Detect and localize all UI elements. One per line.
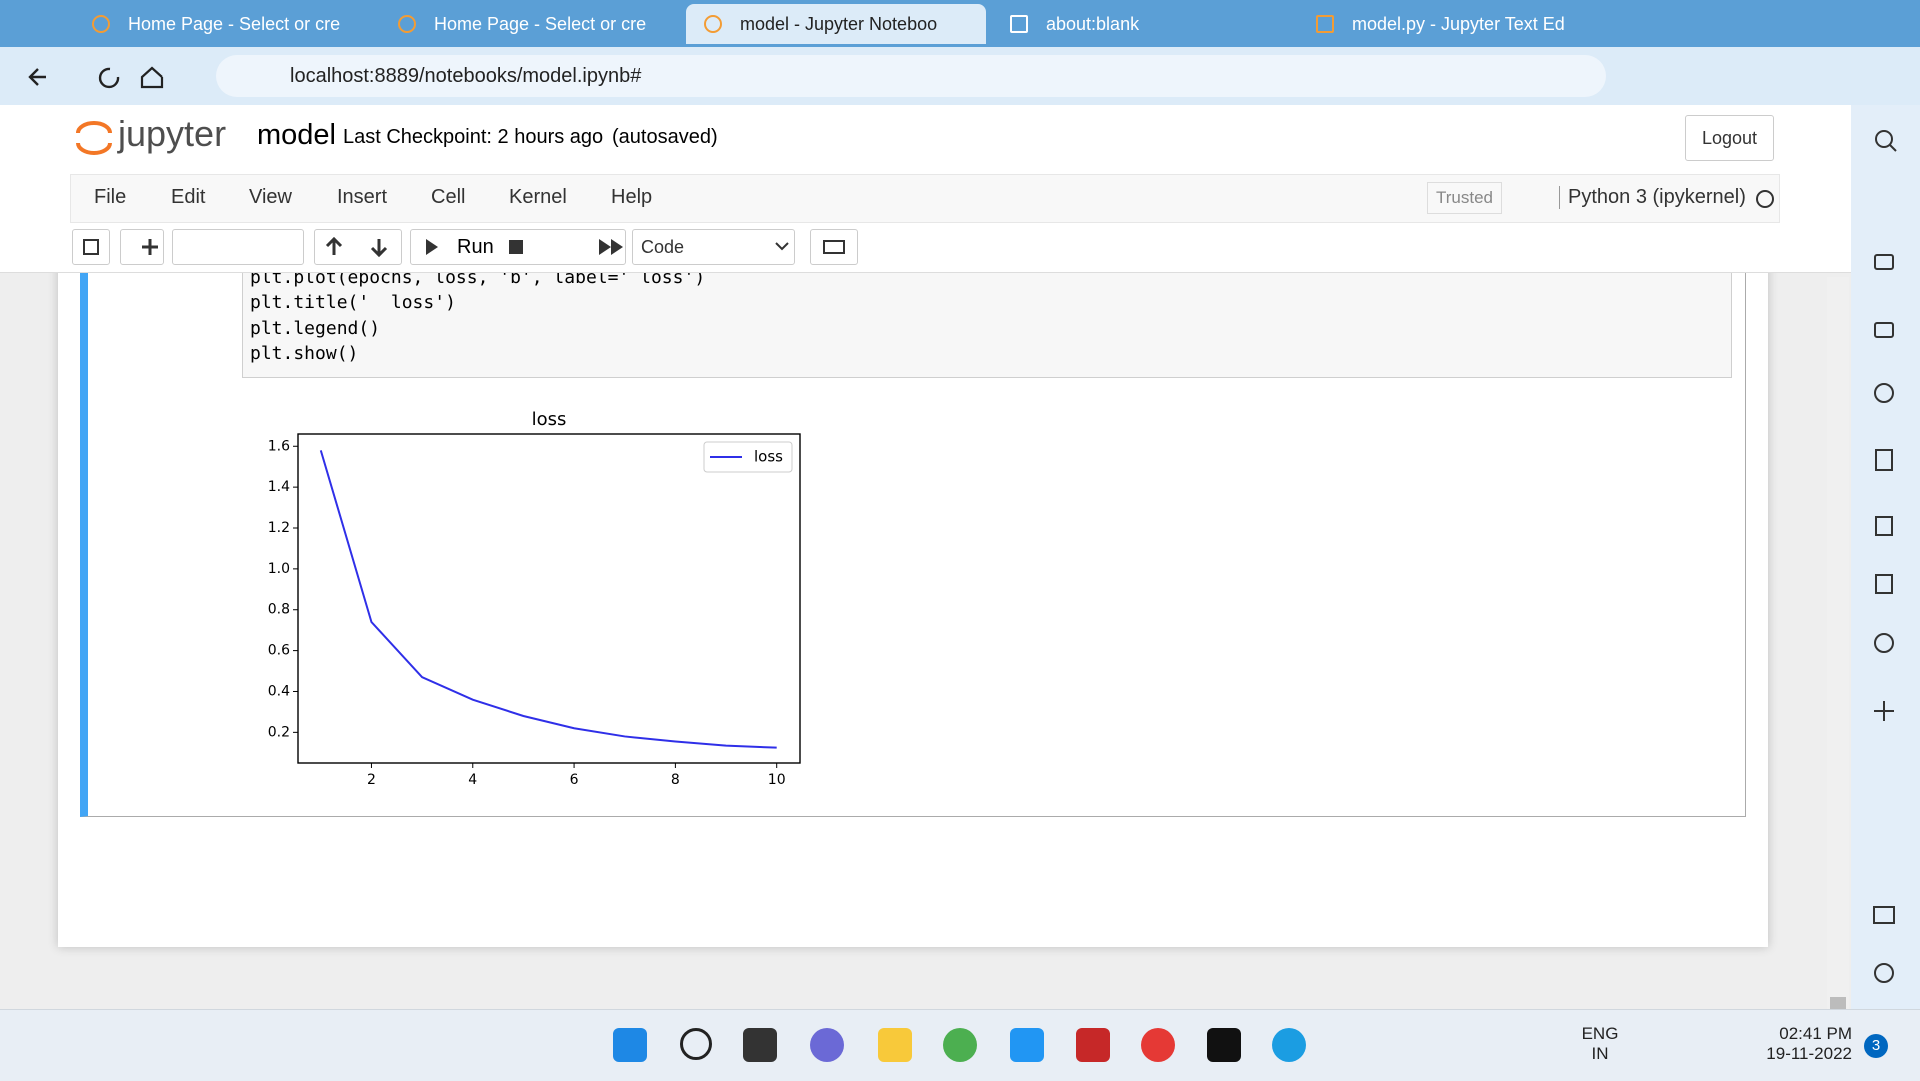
tab-title: model - Jupyter Noteboo <box>740 14 938 34</box>
notepad-app[interactable] <box>1010 1028 1044 1062</box>
keyboard-button[interactable] <box>810 229 858 265</box>
notebook-container: In [16]: # Train and Validation Loss plt… <box>58 235 1768 947</box>
chart-title: loss <box>532 409 567 430</box>
recorder-app[interactable] <box>1076 1028 1110 1062</box>
menu-item[interactable]: Edit <box>171 186 206 208</box>
save-button[interactable] <box>72 229 110 265</box>
cell-type: Code <box>641 237 685 257</box>
tab[interactable]: model - Jupyter Noteboo <box>686 4 986 44</box>
language: ENG <box>1581 1024 1619 1043</box>
tab-icon <box>92 15 110 33</box>
menu-item[interactable]: Help <box>611 186 653 208</box>
menu-item[interactable]: Insert <box>337 186 388 208</box>
toolbar-icons <box>83 236 845 258</box>
url-field[interactable]: localhost:8889/notebooks/model.ipynb# <box>216 55 1606 97</box>
cell-type-select[interactable]: Code <box>632 229 795 265</box>
region: IN <box>1591 1044 1609 1063</box>
code-cell[interactable]: In [16]: # Train and Validation Loss plt… <box>80 236 1746 817</box>
checkpoint: Last Checkpoint: 2 hours ago <box>343 126 604 148</box>
y-tick-label: 0.8 <box>268 602 290 618</box>
chrome-app[interactable] <box>943 1028 977 1062</box>
chrome-app[interactable] <box>1141 1028 1175 1062</box>
y-tick-label: 1.4 <box>268 479 290 495</box>
file-explorer[interactable] <box>878 1028 912 1062</box>
code-line: plt.legend() <box>250 317 381 339</box>
code-line: plt.show() <box>250 343 359 365</box>
tab-title: model.py - Jupyter Text Ed <box>1352 14 1565 34</box>
tab-icon <box>704 15 722 33</box>
date: 19-11-2022 <box>1766 1044 1852 1063</box>
y-tick-label: 0.6 <box>268 643 290 659</box>
kernel-name: Python 3 (ipykernel) <box>1559 186 1746 209</box>
scrollbar[interactable] <box>1827 277 1849 1009</box>
sidebar-icons[interactable] <box>1851 105 1920 1005</box>
legend-box <box>703 441 793 473</box>
x-tick-label: 4 <box>468 772 477 788</box>
tab[interactable]: Home Page - Select or cre <box>74 4 374 44</box>
page-content: jupyter model Last Checkpoint: 2 hours a… <box>0 105 1851 1009</box>
task-view[interactable] <box>743 1028 777 1062</box>
run-label: Run <box>457 236 494 258</box>
tab-icon <box>1010 15 1028 33</box>
axes-frame <box>297 433 801 764</box>
clock[interactable]: 02:41 PM 19-11-2022 <box>1752 1024 1852 1064</box>
input-language[interactable]: ENG IN <box>1580 1024 1620 1064</box>
edge-app[interactable] <box>1272 1028 1306 1062</box>
tab-title: about:blank <box>1046 14 1140 34</box>
chart: loss 0.2 0.4 0.6 0.8 1.0 1.2 1.4 1.6 2 4 6 8 10 loss <box>268 409 801 788</box>
address-bar: localhost:8889/notebooks/model.ipynb# <box>0 47 1920 105</box>
y-tick-label: 0.4 <box>268 683 290 699</box>
x-tick-label: 2 <box>367 772 376 788</box>
x-tick-label: 10 <box>768 772 786 788</box>
x-tick-label: 6 <box>570 772 579 788</box>
move-buttons[interactable] <box>314 229 402 265</box>
start-button[interactable] <box>613 1028 647 1062</box>
tab[interactable]: Home Page - Select or cre <box>380 4 680 44</box>
taskbar: ENG IN 02:41 PM 19-11-2022 3 <box>0 1009 1920 1081</box>
menu-bar: File Edit View Insert Cell Kernel Help T… <box>70 174 1780 223</box>
url-text: localhost:8889/notebooks/model.ipynb# <box>290 65 642 87</box>
y-tick-label: 1.0 <box>268 561 290 577</box>
tab-icon <box>1316 15 1334 33</box>
y-tick-label: 1.6 <box>268 438 290 454</box>
browser-sidebar <box>1851 105 1920 1009</box>
tab-title: Home Page - Select or cre <box>128 14 341 34</box>
y-tick-label: 1.2 <box>268 520 290 536</box>
search-button[interactable] <box>680 1028 712 1060</box>
x-tick-label: 8 <box>671 772 680 788</box>
scroll-thumb[interactable] <box>1830 997 1846 1009</box>
kernel-status <box>1756 190 1774 208</box>
jupyter-logo[interactable]: jupyter <box>118 113 227 154</box>
notification-badge[interactable]: 3 <box>1864 1034 1888 1058</box>
tab-bar: Home Page - Select or cre Home Page - Se… <box>0 0 1920 47</box>
menu-item[interactable]: View <box>249 186 292 208</box>
menu-item[interactable]: File <box>94 186 127 208</box>
logout-button[interactable]: Logout <box>1685 115 1774 161</box>
cut-copy-paste-buttons[interactable] <box>172 229 304 265</box>
nav-buttons[interactable] <box>26 63 166 91</box>
tab[interactable]: about:blank <box>992 4 1292 44</box>
notebook-name[interactable]: model <box>257 119 336 151</box>
data-line <box>319 450 777 749</box>
autosaved: (autosaved) <box>612 126 718 148</box>
time: 02:41 PM <box>1779 1024 1852 1043</box>
menu-item[interactable]: Kernel <box>509 186 567 208</box>
menu-item[interactable]: Cell <box>431 186 466 208</box>
chat-app[interactable] <box>810 1028 844 1062</box>
jupyter-logo-icon <box>76 121 112 155</box>
code-line: plt.title(' loss') <box>250 292 456 314</box>
y-tick-label: 0.2 <box>268 724 290 740</box>
legend-label: loss <box>754 448 783 466</box>
trusted-indicator[interactable]: Trusted <box>1427 182 1503 214</box>
notebook-header: jupyter model Last Checkpoint: 2 hours a… <box>0 105 1851 273</box>
terminal-app[interactable] <box>1207 1028 1241 1062</box>
tab-title: Home Page - Select or cre <box>434 14 647 34</box>
tab-icon <box>398 15 416 33</box>
tab[interactable]: model.py - Jupyter Text Ed <box>1298 4 1598 44</box>
